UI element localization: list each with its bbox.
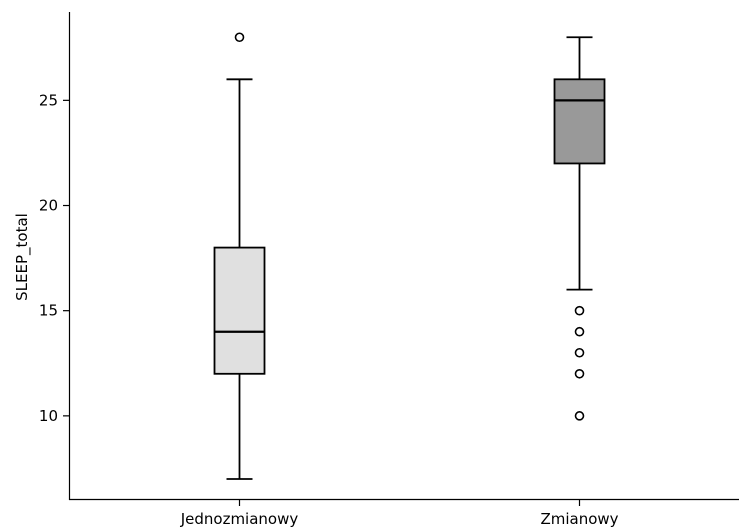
box-iqr bbox=[213, 246, 266, 375]
y-ticks: 10 15 20 25 bbox=[39, 91, 69, 425]
outlier-point bbox=[574, 411, 585, 421]
plot-area bbox=[213, 32, 606, 480]
x-tick-label: Zmianowy bbox=[540, 510, 618, 528]
box-group-zmianowy bbox=[553, 36, 606, 421]
outlier-point bbox=[574, 305, 585, 316]
x-tick-label: Jednozmianowy bbox=[180, 510, 299, 528]
box-iqr bbox=[553, 78, 606, 165]
y-axis-title: SLEEP_total bbox=[13, 213, 32, 301]
outlier-point bbox=[234, 32, 245, 43]
outlier-point bbox=[574, 347, 585, 358]
y-tick-label: 15 bbox=[39, 302, 58, 320]
x-ticks: Jednozmianowy Zmianowy bbox=[180, 500, 619, 528]
box-group-jednozmianowy bbox=[213, 32, 266, 480]
outlier-point bbox=[574, 326, 585, 337]
outlier-point bbox=[574, 368, 585, 379]
y-tick-label: 10 bbox=[39, 407, 58, 425]
y-tick-label: 20 bbox=[39, 197, 58, 215]
y-tick-label: 25 bbox=[39, 91, 58, 109]
